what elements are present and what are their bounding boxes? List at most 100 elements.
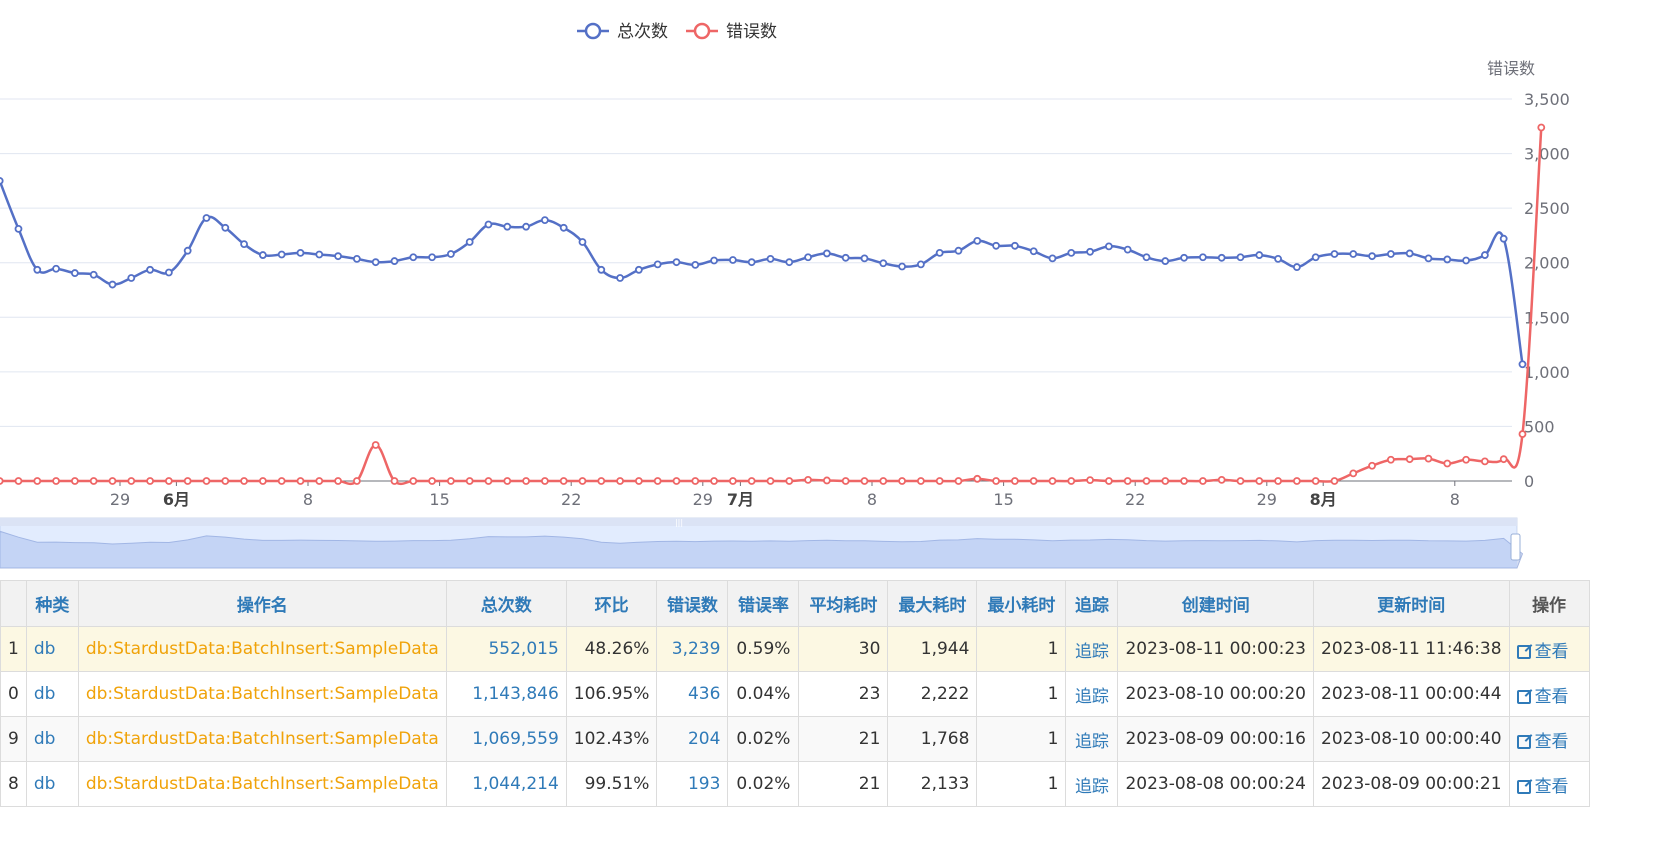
data-point[interactable] [710, 477, 718, 485]
data-point[interactable] [804, 253, 812, 262]
total-value[interactable]: 1,069,559 [472, 729, 559, 749]
data-point[interactable] [1462, 455, 1470, 464]
data-point[interactable] [616, 274, 624, 282]
data-point[interactable] [409, 253, 418, 262]
data-point[interactable] [52, 477, 60, 485]
data-point[interactable] [33, 265, 42, 274]
data-point[interactable] [992, 477, 1000, 485]
zoom-handle-right[interactable] [1510, 533, 1521, 561]
data-point[interactable] [540, 477, 549, 485]
data-point[interactable] [898, 262, 906, 271]
data-point[interactable] [390, 477, 399, 485]
data-point[interactable] [1217, 253, 1226, 262]
data-point[interactable] [428, 477, 436, 485]
header-6[interactable]: 错误率 [727, 580, 800, 627]
data-point[interactable] [1386, 455, 1395, 464]
data-point[interactable] [1537, 123, 1546, 132]
data-point[interactable] [164, 477, 173, 485]
data-point[interactable] [1048, 477, 1057, 485]
data-point[interactable] [183, 246, 192, 255]
data-point[interactable] [0, 176, 4, 185]
edit-icon[interactable] [1516, 734, 1531, 749]
data-point[interactable] [1029, 247, 1038, 256]
data-point[interactable] [164, 268, 173, 277]
data-point[interactable] [1142, 477, 1151, 485]
data-point[interactable] [1161, 257, 1170, 265]
errors-value[interactable]: 204 [687, 729, 721, 749]
data-point[interactable] [296, 248, 305, 257]
header-11[interactable]: 创建时间 [1117, 580, 1314, 627]
data-point[interactable] [1104, 242, 1113, 251]
data-point[interactable] [1424, 454, 1433, 463]
table-row[interactable]: 0 db db:StardustData:BatchInsert:SampleDat… [0, 671, 1590, 717]
errors-value[interactable]: 3,239 [671, 639, 721, 659]
data-point[interactable] [597, 477, 606, 485]
data-point[interactable] [1443, 459, 1452, 468]
data-point[interactable] [1292, 263, 1301, 271]
edit-icon[interactable] [1516, 644, 1531, 659]
data-point[interactable] [1255, 477, 1264, 485]
data-point[interactable] [1386, 250, 1395, 258]
data-point[interactable] [841, 477, 850, 485]
data-point[interactable] [127, 274, 136, 282]
data-point[interactable] [935, 477, 944, 485]
data-point[interactable] [1086, 476, 1094, 485]
data-point[interactable] [973, 474, 982, 483]
data-point[interactable] [1123, 245, 1132, 254]
data-point[interactable] [409, 477, 418, 485]
header-12[interactable]: 更新时间 [1313, 580, 1510, 627]
header-13[interactable]: 操作 [1508, 580, 1590, 627]
data-point[interactable] [296, 477, 305, 485]
data-point[interactable] [465, 477, 474, 485]
data-point[interactable] [1405, 249, 1414, 258]
data-point[interactable] [728, 477, 737, 485]
header-5[interactable]: 错误数 [656, 580, 729, 627]
data-point[interactable] [390, 257, 399, 265]
data-point[interactable] [1292, 477, 1301, 485]
trace-value[interactable]: 追踪 [1074, 686, 1109, 707]
data-point[interactable] [860, 254, 869, 263]
data-point[interactable] [1518, 360, 1527, 369]
data-point[interactable] [33, 477, 42, 485]
data-point[interactable] [522, 222, 530, 231]
data-point[interactable] [785, 258, 794, 267]
total-value[interactable]: 1,143,846 [472, 684, 559, 704]
data-point[interactable] [352, 477, 361, 485]
data-point[interactable] [1255, 251, 1264, 259]
data-point[interactable] [1274, 477, 1282, 485]
data-point[interactable] [1405, 455, 1414, 464]
data-point[interactable] [559, 477, 568, 485]
data-point[interactable] [14, 224, 23, 233]
data-point[interactable] [597, 265, 606, 274]
data-point[interactable] [691, 260, 700, 269]
header-0[interactable] [0, 580, 27, 627]
data-point[interactable] [1480, 457, 1489, 466]
data-point[interactable] [1067, 248, 1076, 257]
data-point[interactable] [1010, 477, 1019, 485]
data-point[interactable] [879, 477, 888, 485]
data-point[interactable] [672, 477, 681, 485]
kind-value[interactable]: db [33, 639, 56, 659]
data-point[interactable] [89, 477, 98, 485]
data-point[interactable] [1236, 253, 1245, 262]
table-row[interactable]: 8 db db:StardustData:BatchInsert:SampleDat… [0, 761, 1590, 807]
data-point[interactable] [1180, 477, 1188, 485]
data-point[interactable] [916, 260, 925, 269]
header-2[interactable]: 操作名 [77, 580, 447, 627]
data-point[interactable] [1142, 253, 1151, 262]
data-point[interactable] [785, 477, 794, 485]
data-point[interactable] [1443, 255, 1452, 264]
data-point[interactable] [935, 248, 944, 257]
data-point[interactable] [747, 477, 756, 485]
data-point[interactable] [371, 441, 380, 449]
data-point[interactable] [70, 269, 79, 277]
total-value[interactable]: 1,044,214 [472, 774, 559, 794]
action-value[interactable]: 查看 [1534, 731, 1569, 752]
data-point[interactable] [1236, 477, 1245, 485]
data-point[interactable] [428, 253, 436, 262]
data-point[interactable] [240, 240, 248, 249]
data-point[interactable] [653, 260, 662, 269]
legend-item[interactable]: 错误数 [686, 22, 777, 42]
table-row[interactable]: 1 db db:StardustData:BatchInsert:SampleDat… [0, 626, 1590, 672]
data-point[interactable] [1180, 253, 1188, 262]
